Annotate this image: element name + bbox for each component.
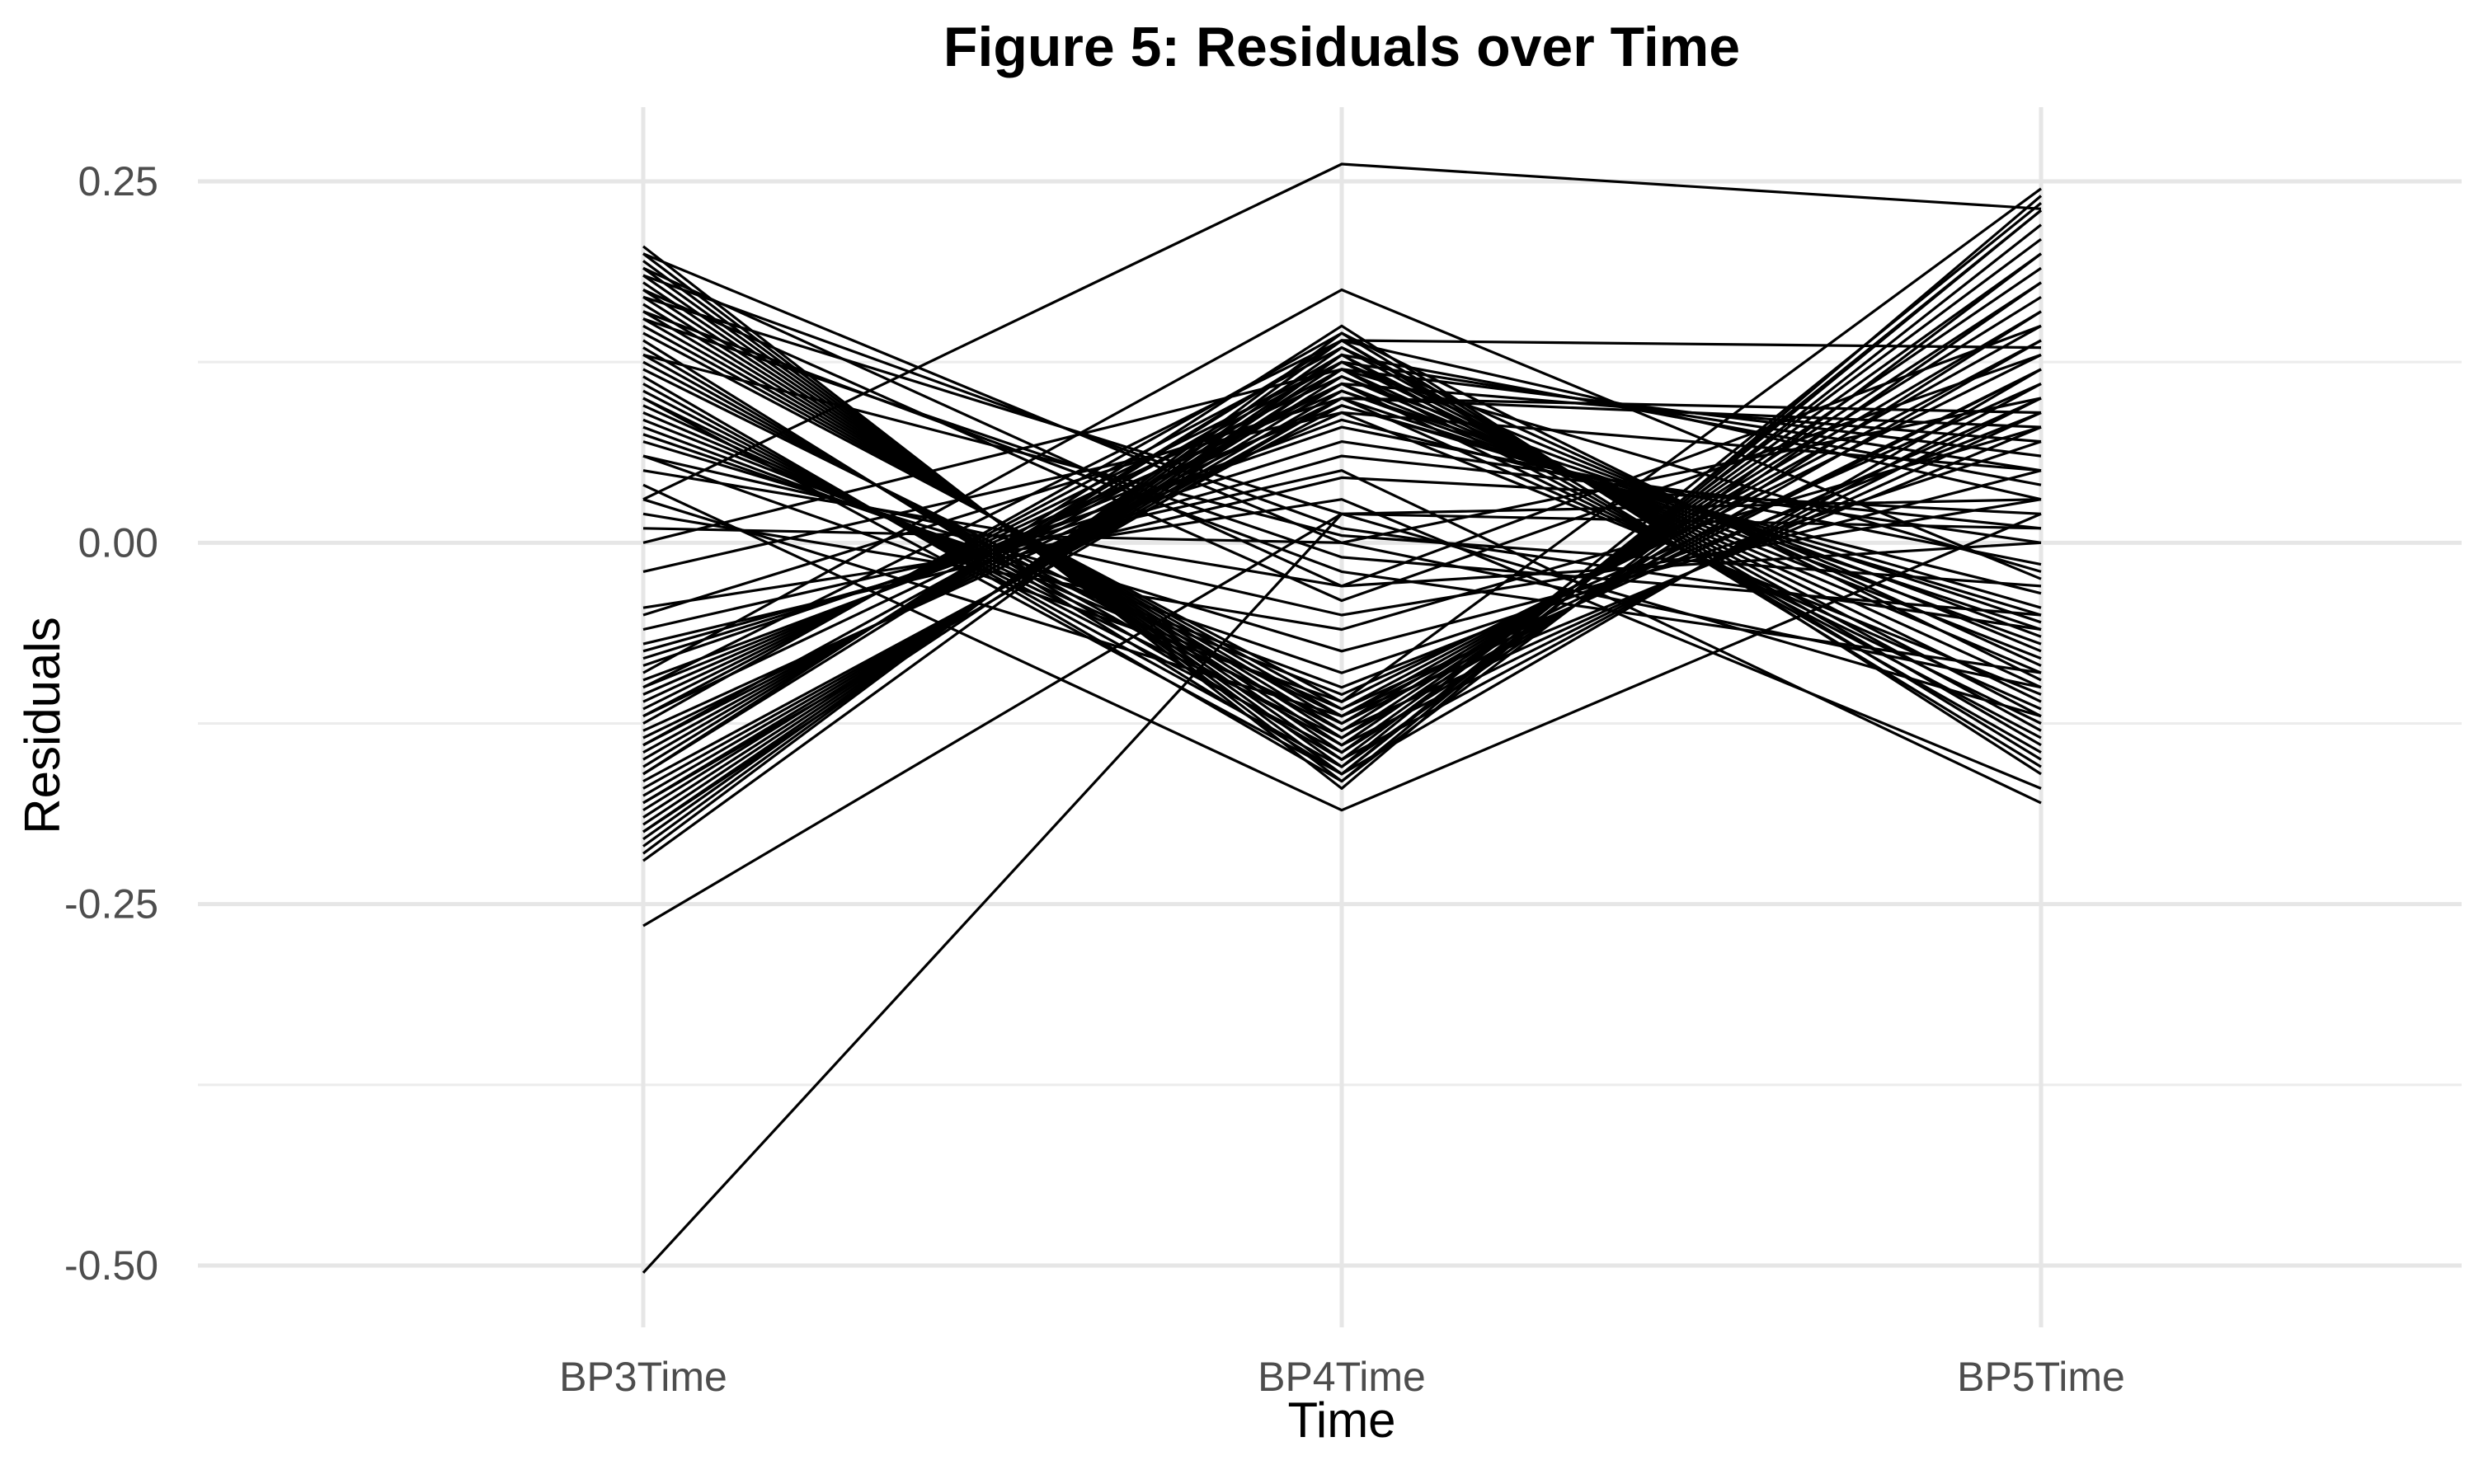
- y-axis-title: Residuals: [15, 617, 70, 834]
- y-tick-label: -0.50: [64, 1242, 158, 1289]
- x-axis-tick-labels: BP3Time BP4Time BP5Time: [559, 1354, 2125, 1400]
- residual-series-line: [642, 353, 2042, 588]
- y-axis-tick-labels: -0.50 -0.25 0.00 0.25: [64, 158, 158, 1289]
- residual-series-line: [642, 195, 2043, 791]
- y-tick-label: 0.25: [78, 158, 158, 204]
- residual-series-line: [642, 440, 2042, 653]
- x-tick-label: BP4Time: [1258, 1354, 1426, 1400]
- residual-series-line: [642, 425, 2042, 632]
- y-tick-label: 0.00: [78, 519, 158, 566]
- residual-series-line: [642, 360, 2042, 747]
- residual-series-line: [642, 209, 2043, 776]
- x-axis-title: Time: [1287, 1392, 1395, 1448]
- residual-series-line: [642, 353, 2042, 862]
- residual-series-line: [642, 187, 2042, 703]
- residual-lines: [642, 162, 2043, 1274]
- residual-series-line: [642, 295, 2042, 718]
- x-tick-label: BP5Time: [1957, 1354, 2125, 1400]
- residual-series-line: [642, 382, 2042, 718]
- residual-series-line: [642, 368, 2042, 573]
- residual-series-line: [642, 476, 2042, 646]
- residual-series-line: [642, 498, 2042, 790]
- residual-series-line: [642, 418, 2042, 682]
- residual-series-line: [642, 411, 2042, 573]
- x-tick-label: BP3Time: [559, 1354, 727, 1400]
- y-tick-label: -0.25: [64, 881, 158, 928]
- residual-series-line: [642, 266, 2042, 588]
- residual-series-line: [642, 289, 2042, 603]
- residual-series-line: [642, 397, 2042, 617]
- residual-series-line: [642, 288, 2042, 674]
- residual-series-line: [642, 162, 2042, 501]
- chart-title: Figure 5: Residuals over Time: [943, 16, 1740, 78]
